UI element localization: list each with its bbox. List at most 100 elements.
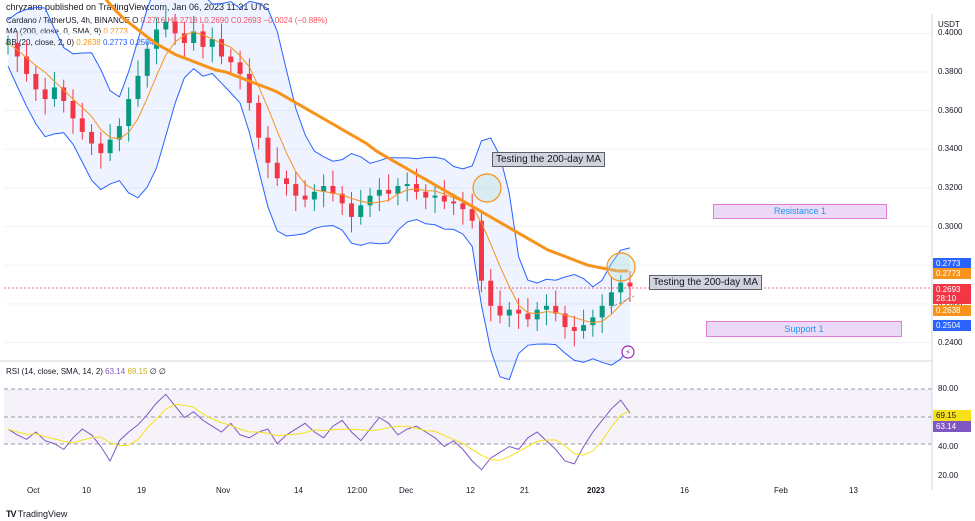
candle [163,6,169,38]
time-tick: 12 [466,486,475,495]
candle-body [451,201,457,204]
candle-body [274,162,280,179]
candle-body [488,280,494,306]
candle [581,309,587,339]
tradingview-logo[interactable]: TV TradingView [6,509,68,519]
candle-body [228,56,234,63]
candle-body [506,309,512,316]
candle [172,14,178,45]
candle-body [98,143,104,154]
candle [543,294,549,326]
candle-body [618,282,624,293]
price-tick: 0.3600 [938,105,963,115]
candle [627,271,633,302]
candle-body [33,73,39,90]
trend-arrow-line [609,295,635,309]
candle-body [441,195,447,202]
price-axis-currency: USDT [938,20,960,29]
candle-body [144,48,150,76]
candle [135,60,141,107]
candle [144,41,150,88]
candle-body [209,39,215,47]
candle-body [478,220,484,281]
time-tick: 14 [294,486,303,495]
event-marker-icon [621,345,635,359]
candle-body [534,309,540,320]
rsi-value: 63.14 [105,367,126,376]
candle [571,315,577,347]
candle-body [42,89,48,100]
ma-callout-1[interactable]: Testing the 200-day MA [492,152,606,167]
candle [395,178,401,206]
candle [200,23,206,59]
candle-body [460,203,466,210]
candle [534,301,540,331]
rsi-tag: 69.15 [933,410,971,421]
candle-body [181,33,187,43]
candle [237,50,243,90]
candle [386,174,392,202]
candle-body [200,31,206,47]
ma-test-circle-2 [606,252,636,282]
price-tick: 0.3400 [938,144,963,154]
candle-body [376,189,382,196]
bb-label: BB (20, close, 2, 0) [6,38,75,47]
bb-legend[interactable]: BB (20, close, 2, 0) 0.2638 0.2773 0.250… [6,38,154,47]
candle [219,23,225,65]
candle-body [321,186,327,192]
candle-body [70,100,76,119]
candle-body [367,195,373,206]
time-tick: Dec [399,486,414,495]
time-tick: 19 [137,486,146,495]
candlestick-series [5,6,633,347]
symbol-legend[interactable]: Cardano / TetherUS, 4h, BINANCE O 0.2716… [6,16,327,25]
time-tick: 2023 [587,486,605,495]
candle-body [386,189,392,194]
candle [256,95,262,150]
candle-body [525,313,531,320]
candle [154,17,160,65]
candle-body [154,29,160,49]
candle [228,48,234,74]
bollinger-band-fill [8,0,630,380]
ma-callout-2[interactable]: Testing the 200-day MA [649,275,763,290]
candle-body [469,209,475,221]
candle [70,89,76,134]
candle [367,187,373,217]
candle-body [219,39,225,57]
rsi-legend[interactable]: RSI (14, close, SMA, 14, 2) 63.14 69.15 … [6,367,166,376]
candle [460,191,466,225]
price-tag: 0.2773 [933,258,971,269]
candle [506,301,512,328]
time-tick: Oct [27,486,40,495]
event-marker-glyph: ⚡ [625,348,631,357]
bollinger-lower-line [7,65,631,381]
candle-body [543,305,549,310]
candle-body [330,186,336,194]
candle [553,290,559,322]
ma200-line [104,0,628,273]
candle [265,126,271,179]
time-tick: Nov [216,486,231,495]
ma-legend[interactable]: MA (200, close, 0, SMA, 9) 0.2773 [6,27,128,36]
price-tick: 0.3800 [938,66,963,76]
candle-body [246,73,252,103]
candle-body [311,191,317,200]
price-tick: 0.3000 [938,221,963,231]
candle-body [79,118,85,132]
rsi-label: RSI (14, close, SMA, 14, 2) [6,367,103,376]
candle-body [293,184,299,196]
candle [24,41,30,82]
candle [339,186,345,215]
candle [618,274,624,304]
candle [98,131,104,169]
candle-body [89,131,95,144]
price-tick: 0.3200 [938,182,963,192]
candle [293,172,299,212]
candle-body [135,75,141,100]
candle [516,298,522,330]
support-zone[interactable]: Support 1 [706,321,902,337]
candle-body [61,87,67,101]
resistance-zone[interactable]: Resistance 1 [713,204,887,219]
